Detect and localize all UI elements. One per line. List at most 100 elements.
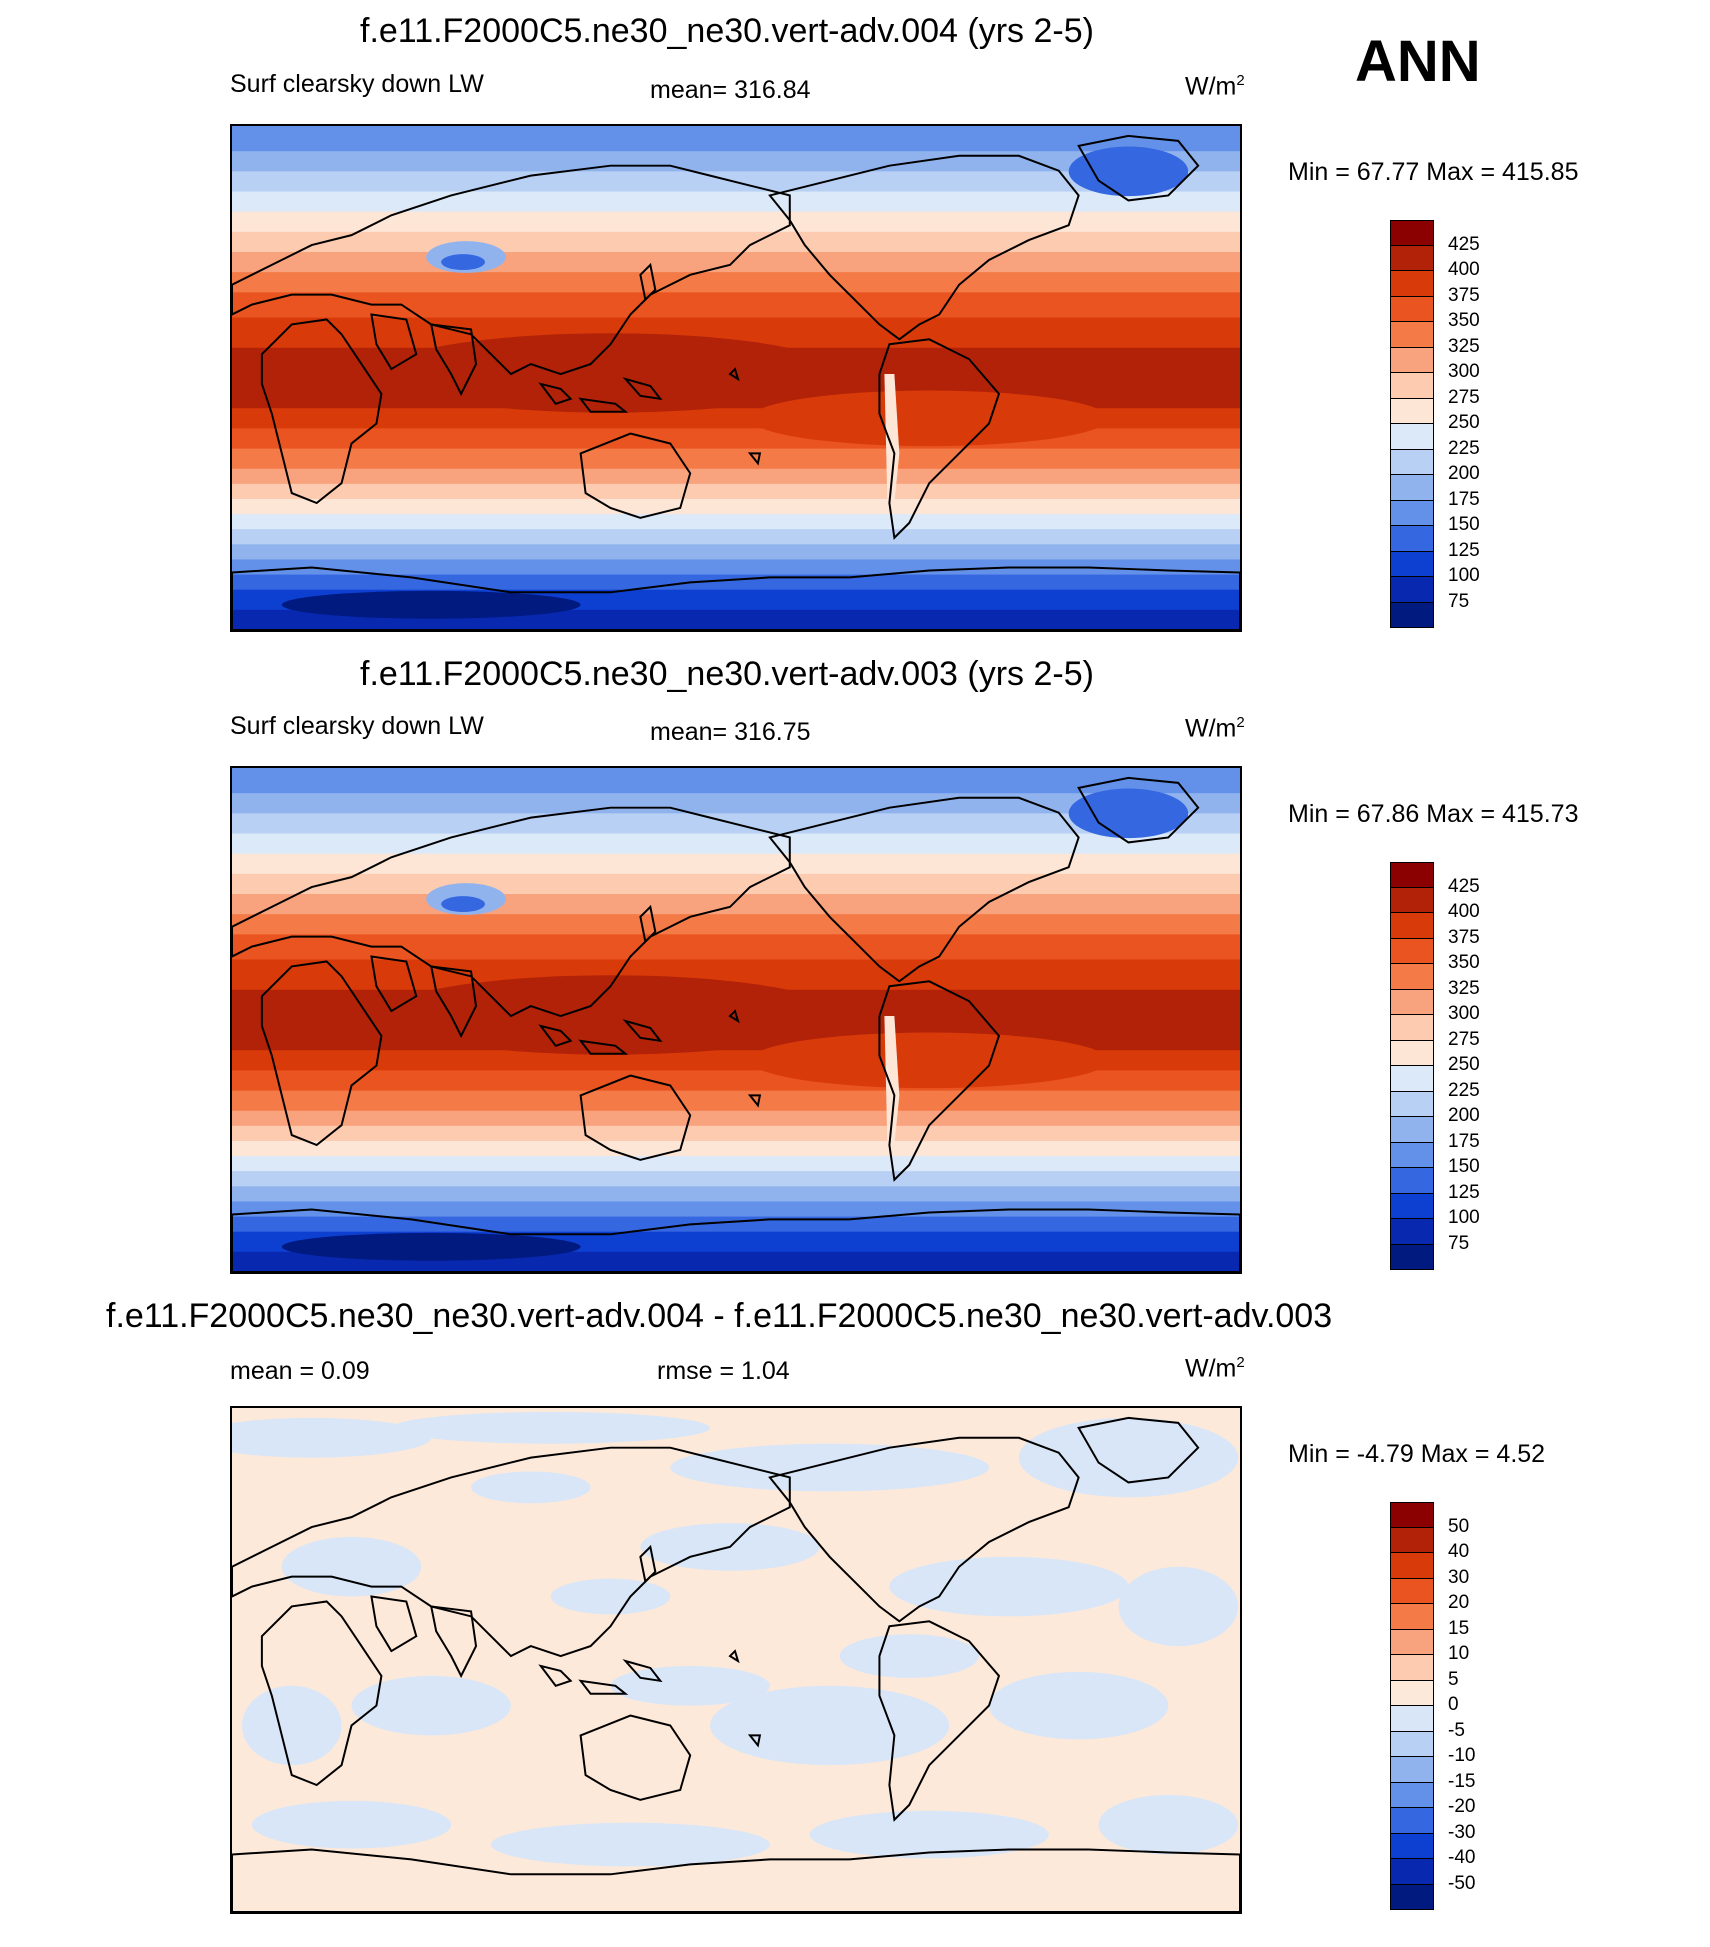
panel-2-map-svg [232,768,1240,1272]
colorbar-tick-label: 40 [1448,1541,1470,1562]
colorbar-tick-label: 100 [1448,565,1480,586]
colorbar-swatch [1390,1578,1434,1604]
coastline [639,904,762,1108]
field-band [232,191,1240,213]
panel-1-map-svg [232,126,1240,630]
field-band [232,448,1240,470]
field-feature [749,390,1109,447]
field-band [232,559,1240,576]
colorbar-swatch [1390,1066,1434,1092]
field-feature [281,590,581,619]
colorbar-swatch [1390,1015,1434,1041]
coastline [429,965,478,1039]
field-feature [441,896,485,913]
field-band [232,914,1240,935]
colorbar-swatch [1390,1604,1434,1630]
colorbar-swatch [1390,1680,1434,1706]
field-band [232,514,1240,530]
colorbar-swatch [1390,913,1434,939]
colorbar-swatch [1390,964,1434,990]
colorbar-swatch [1390,1782,1434,1808]
coastline [579,1074,692,1161]
field-band [232,428,1240,450]
diff-feature [710,1685,950,1766]
colorbar-swatch [1390,577,1434,603]
panel-2-colorbar: 425 400 375 350 325 300 275 250 225 200 175 150 125 1… [1390,862,1480,1270]
colorbar-swatch [1390,500,1434,526]
panel-1-mean: mean= 316.84 [650,76,811,104]
field-feature [749,1032,1109,1089]
coastline [1077,776,1200,844]
diff-feature [241,1685,342,1766]
diff-feature [839,1634,980,1678]
panel-3-title: f.e11.F2000C5.ne30_ne30.vert-adv.004 - f… [106,1297,1333,1335]
colorbar-swatch [1390,887,1434,913]
colorbar-swatch [1390,1884,1434,1910]
coastline [370,955,418,1013]
colorbar-tick-label: 175 [1448,488,1480,510]
panel-1-minmax: Min = 67.77 Max = 415.85 [1288,158,1579,186]
field-band [232,1186,1240,1202]
colorbar-swatch [1390,1168,1434,1194]
field-feature [1068,146,1189,197]
diff-feature [1118,1566,1239,1647]
coastline [538,377,663,413]
colorbar-tick-label: 75 [1448,1232,1470,1254]
field-band [232,873,1240,895]
diff-feature [550,1578,671,1615]
panel-1-units: W/m2 [1185,72,1245,101]
diff-feature [1018,1417,1239,1498]
colorbar-swatch [1390,424,1434,450]
coastline [878,1620,1001,1822]
panel-2-title: f.e11.F2000C5.ne30_ne30.vert-adv.003 (yr… [360,655,1094,693]
colorbar-swatch [1390,1117,1434,1143]
panel-1-title: f.e11.F2000C5.ne30_ne30.vert-adv.004 (yr… [360,12,1094,50]
colorbar-tick-label: 75 [1448,590,1470,612]
field-feature [381,333,840,413]
coastline [878,980,1001,1182]
colorbar-tick-label: 30 [1448,1566,1470,1588]
field-band [232,1110,1240,1127]
colorbar-tick-label: -5 [1448,1719,1465,1741]
colorbar-tick-label: 225 [1448,1079,1480,1101]
field-feature [381,975,840,1055]
field-band [232,1171,1240,1187]
field-band [232,1201,1240,1218]
colorbar-swatch [1390,1757,1434,1783]
colorbar-tick-label: 300 [1448,361,1480,382]
diff-feature [988,1671,1169,1740]
coastline [639,1544,762,1748]
colorbar-tick-label: 425 [1448,233,1480,255]
panel-1-map [230,124,1242,632]
colorbar-swatch [1390,296,1434,322]
colorbar-swatch [1390,1219,1434,1245]
colorbar-swatch [1390,1142,1434,1168]
colorbar-swatch [1390,1808,1434,1834]
colorbar-tick-label: 350 [1448,310,1480,331]
field-band [232,272,1240,293]
colorbar-swatch [1390,1731,1434,1757]
colorbar-tick-label: 325 [1448,335,1480,357]
diff-feature [351,1675,511,1736]
colorbar-tick-label: 250 [1448,412,1480,433]
colorbar-swatch [1390,1040,1434,1066]
colorbar-tick-label: 275 [1448,1028,1480,1050]
field-feature [441,254,485,271]
colorbar-tick-label: 400 [1448,901,1480,922]
field-band [232,483,1240,500]
colorbar-tick-label: 15 [1448,1617,1470,1639]
diff-feature [490,1822,770,1867]
colorbar-tick-label: 425 [1448,875,1480,897]
field-band [232,529,1240,545]
panel-3-rmse: rmse = 1.04 [657,1357,790,1385]
diff-feature [232,1417,432,1458]
colorbar-swatch [1390,1244,1434,1270]
colorbar-tick-label: 175 [1448,1130,1480,1152]
field-band [232,468,1240,485]
diff-feature [889,1556,1129,1617]
season-label: ANN [1355,29,1481,94]
field-band [232,252,1240,273]
field-feature [1068,788,1189,839]
coastline [429,1605,478,1679]
colorbar-tick-label: 10 [1448,1643,1470,1664]
